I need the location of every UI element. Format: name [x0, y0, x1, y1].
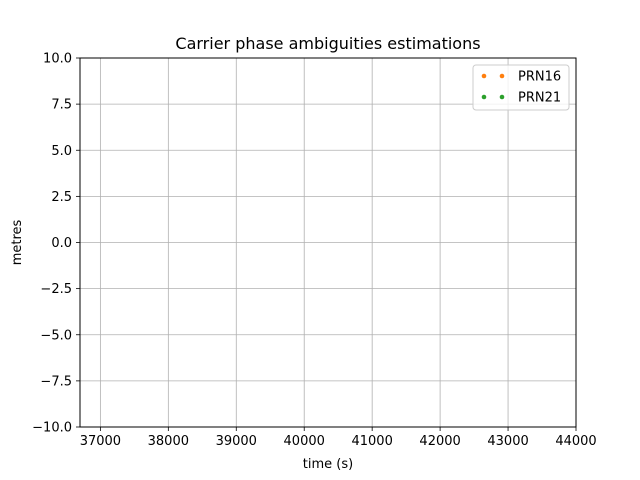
legend-marker [481, 73, 487, 79]
legend-box [472, 64, 570, 111]
x-tick-label: 43000 [487, 434, 528, 449]
y-tick-label: 5.0 [51, 144, 72, 159]
y-tick-label: 0.0 [51, 236, 72, 251]
y-tick-label: −5.0 [40, 328, 72, 343]
x-tick-label: 39000 [216, 434, 257, 449]
y-tick-label: 2.5 [51, 190, 72, 205]
legend-label: PRN16 [518, 70, 561, 85]
chart-title: Carrier phase ambiguities estimations [175, 34, 480, 53]
y-axis-label: metres [10, 219, 25, 265]
y-tick-label: −7.5 [40, 374, 72, 389]
x-tick-label: 41000 [351, 434, 392, 449]
x-tick-label: 38000 [148, 434, 189, 449]
x-tick-label: 40000 [284, 434, 325, 449]
y-tick-label: 7.5 [51, 98, 72, 113]
legend-marker [481, 94, 487, 100]
legend-marker [499, 73, 505, 79]
y-tick-label: −10.0 [32, 421, 72, 436]
y-tick-label: 10.0 [43, 52, 72, 67]
legend: PRN16 PRN21 [472, 64, 570, 111]
legend-marker [499, 94, 505, 100]
x-tick-label: 44000 [555, 434, 596, 449]
x-tick-label: 37000 [80, 434, 121, 449]
axis-ticks: 37000 38000 39000 40000 41000 42000 43000 44000… [32, 52, 597, 450]
x-tick-label: 42000 [419, 434, 460, 449]
legend-label: PRN21 [518, 91, 561, 106]
y-tick-label: −2.5 [40, 282, 72, 297]
x-axis-label: time (s) [303, 457, 353, 472]
